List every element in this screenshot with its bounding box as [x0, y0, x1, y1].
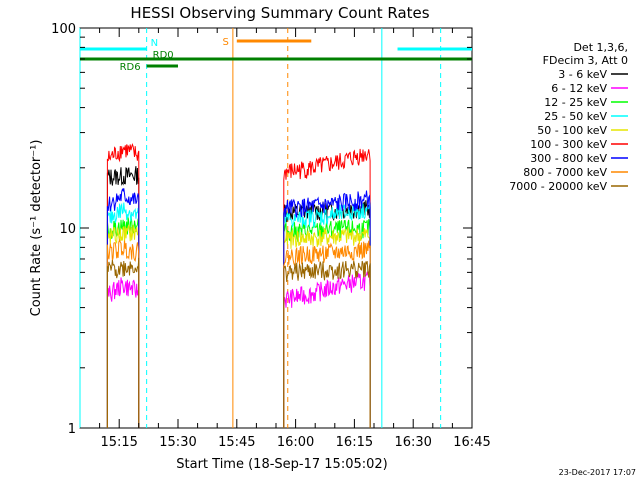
legend-entry-label: 3 - 6 keV	[558, 68, 607, 81]
x-tick-label: 16:30	[394, 435, 431, 450]
series-trace	[283, 260, 371, 428]
footer-date: 23-Dec-2017 17:07	[559, 468, 636, 477]
legend-entry-label: 12 - 25 keV	[544, 96, 607, 109]
y-tick-label: 1	[68, 422, 76, 437]
series-trace	[106, 224, 140, 428]
series-trace	[283, 202, 371, 428]
series-800-7000keV	[106, 238, 371, 428]
series-trace	[283, 148, 371, 428]
x-tick-label: 16:15	[336, 435, 373, 450]
x-tick-label: 15:30	[159, 435, 196, 450]
legend-entry-label: 800 - 7000 keV	[523, 166, 607, 179]
chart-title: HESSI Observing Summary Count Rates	[130, 4, 429, 22]
series-trace	[283, 240, 371, 428]
series-300-800keV	[106, 187, 371, 428]
series-trace	[106, 166, 140, 428]
series-trace	[106, 277, 140, 428]
series-trace	[283, 271, 371, 428]
y-tick-label: 100	[51, 22, 76, 37]
legend-entry-label: 300 - 800 keV	[530, 152, 607, 165]
series-trace	[106, 215, 140, 428]
legend-entry-label: 6 - 12 keV	[551, 82, 607, 95]
legend-entry-label: 50 - 100 keV	[537, 124, 607, 137]
x-tick-label: 15:45	[218, 435, 255, 450]
series-layer	[106, 142, 371, 428]
vertical-markers	[79, 28, 442, 428]
series-trace	[283, 190, 371, 428]
series-trace	[106, 202, 140, 428]
state-bars: N S RD0 RD6	[80, 37, 472, 73]
y-tick-label: 10	[59, 222, 76, 237]
legend-entry-label: 100 - 300 keV	[530, 138, 607, 151]
series-100-300keV	[106, 142, 371, 428]
legend-entry-label: 25 - 50 keV	[544, 110, 607, 123]
state-bar-label: RD0	[153, 50, 174, 61]
x-axis-label: Start Time (18-Sep-17 15:05:02)	[176, 457, 387, 472]
state-bar-label: S	[222, 37, 228, 48]
series-trace	[106, 187, 140, 428]
x-axis: 15:15 15:30 15:45 16:00 16:15 16:30 16:45	[99, 28, 491, 450]
legend-header-line-1: Det 1,3,6,	[573, 41, 628, 54]
x-tick-label: 15:15	[100, 435, 137, 450]
series-trace	[106, 142, 140, 428]
state-bar-label: RD6	[120, 62, 141, 73]
state-bar-label: N	[151, 38, 158, 49]
series-trace	[283, 227, 371, 428]
x-tick-label: 16:00	[277, 435, 314, 450]
series-trace	[106, 238, 140, 428]
series-trace	[106, 257, 140, 428]
legend-entry-label: 7000 - 20000 keV	[509, 180, 607, 193]
y-axis: 1 10 100	[51, 22, 472, 437]
series-50-100keV	[106, 224, 371, 428]
y-axis-label: Count Rate (s⁻¹ detector⁻¹)	[29, 140, 44, 317]
series-7000-20000keV	[106, 257, 371, 428]
x-tick-label: 16:45	[453, 435, 490, 450]
legend-header-line-2: FDecim 3, Att 0	[543, 54, 628, 67]
series-6-12keV	[106, 271, 371, 428]
series-25-50keV	[106, 202, 371, 428]
